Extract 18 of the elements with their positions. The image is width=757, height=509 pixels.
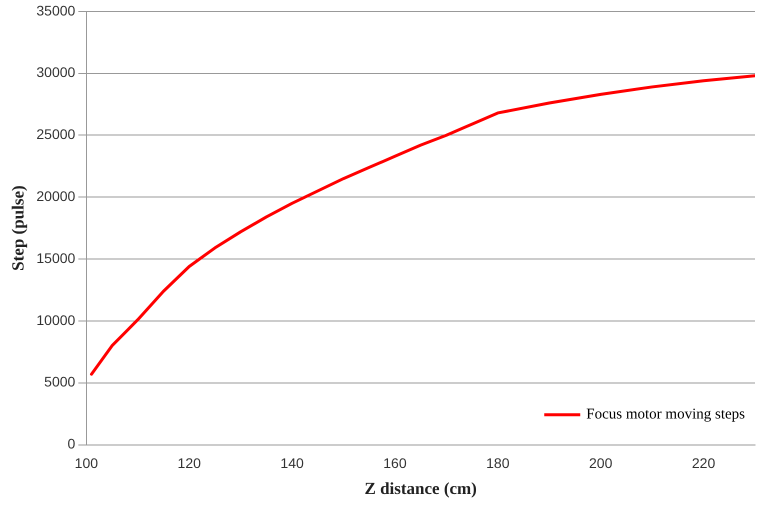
x-axis-title: Z distance (cm) — [364, 479, 477, 498]
x-tick-label: 200 — [589, 455, 613, 472]
legend-label: Focus motor moving steps — [586, 406, 746, 423]
x-tick-label: 100 — [74, 455, 98, 472]
y-tick-label: 35000 — [36, 2, 76, 18]
x-tick-label: 160 — [383, 455, 407, 472]
y-tick-label: 5000 — [44, 374, 76, 390]
y-tick-label: 30000 — [36, 64, 76, 80]
x-tick-label: 120 — [178, 455, 202, 472]
x-tick-label: 140 — [280, 455, 304, 472]
y-tick-label: 25000 — [36, 126, 76, 142]
x-tick-label: 220 — [692, 455, 716, 472]
x-tick-label: 180 — [486, 455, 510, 472]
y-axis-title: Step (pulse) — [8, 185, 28, 271]
y-tick-label: 0 — [68, 436, 76, 452]
y-tick-label: 15000 — [36, 250, 76, 266]
y-tick-label: 20000 — [36, 188, 76, 204]
y-tick-label: 10000 — [36, 312, 76, 328]
